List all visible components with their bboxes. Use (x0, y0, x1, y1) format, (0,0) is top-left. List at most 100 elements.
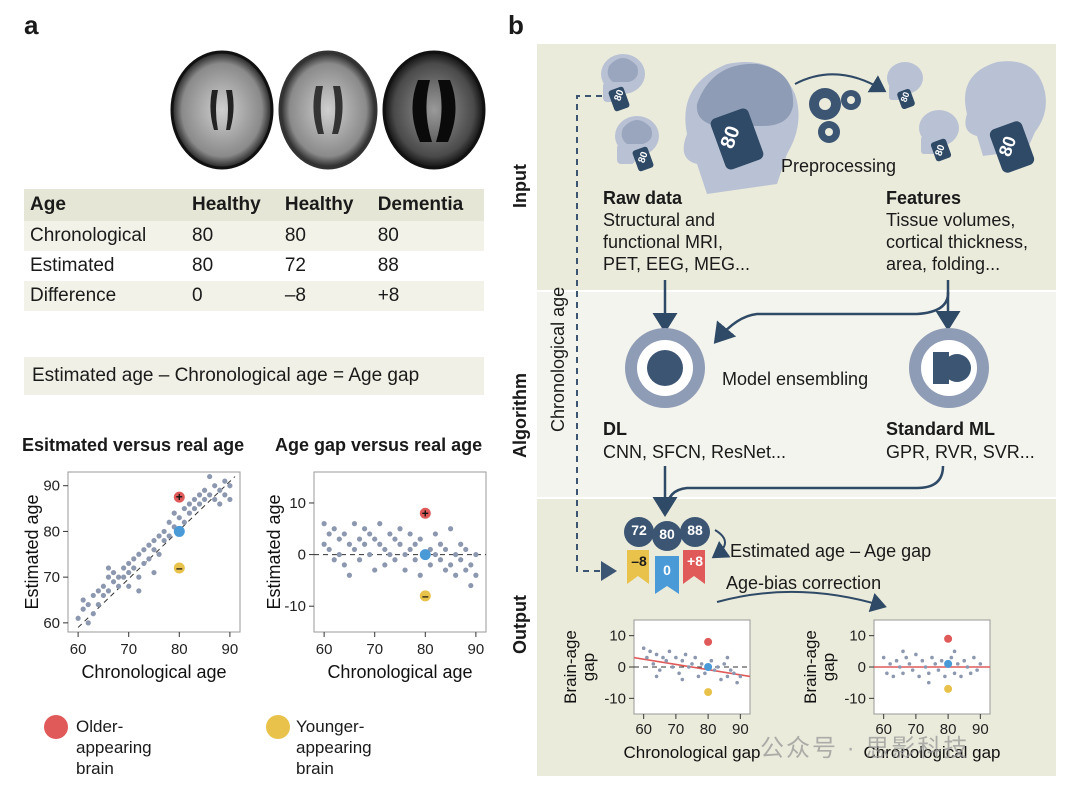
y-axis-label: Estimated age (22, 494, 42, 609)
x-tick-label: 80 (940, 721, 957, 738)
y-tick-label: -10 (604, 690, 626, 707)
data-point (377, 521, 383, 527)
data-point (367, 551, 373, 558)
data-point (437, 557, 444, 563)
data-point (321, 521, 327, 527)
ml-gear-icon (909, 328, 989, 408)
table-cell: Difference (30, 285, 117, 306)
data-point (897, 665, 902, 669)
head-icon-features-2 (919, 110, 959, 162)
table-header: Healthy (284, 194, 354, 215)
y-axis-label: Estimated age (264, 494, 284, 609)
data-point (901, 649, 905, 654)
watermark: 公众号 · 思影科技 (760, 735, 970, 762)
data-point (432, 531, 439, 537)
data-point (90, 592, 96, 599)
highlight-point (944, 659, 953, 668)
data-point (207, 492, 213, 498)
highlight-point (173, 491, 185, 503)
data-point (136, 551, 142, 557)
data-point (412, 557, 418, 563)
x-tick-label: 90 (732, 721, 749, 738)
data-point (654, 674, 659, 679)
data-point (923, 665, 928, 669)
data-point (661, 655, 665, 660)
data-point (387, 531, 393, 537)
chronological-age-connector (576, 95, 617, 581)
y-axis-label: gap (819, 653, 838, 681)
data-point (351, 546, 358, 553)
data-point (75, 615, 81, 621)
x-tick-label: 60 (316, 641, 333, 658)
data-point (100, 592, 107, 599)
younger-legend-label: Younger- appearing brain (296, 717, 372, 778)
data-point (894, 658, 899, 663)
tag-estimated-80: 80 (659, 526, 675, 542)
data-point (657, 668, 662, 672)
age-bias-correction-label: Age-bias correction (726, 573, 882, 593)
data-point (891, 674, 896, 679)
x-tick-label: 60 (635, 721, 652, 738)
data-point (952, 649, 957, 654)
data-point (468, 562, 474, 568)
tag-gap-minus8: –8 (631, 553, 647, 569)
brain-scan-healthy-2 (278, 50, 378, 170)
data-point (943, 674, 947, 679)
data-point (447, 526, 454, 532)
x-tick-label: 80 (171, 641, 188, 658)
data-point (201, 487, 208, 493)
data-point (346, 572, 353, 578)
age-gap-vs-real-chart: 60 70 80 90 -10 0 10 + – Chronological age Estimat… (264, 471, 487, 682)
data-point (397, 541, 403, 547)
data-point (356, 536, 363, 542)
data-point (680, 658, 685, 663)
age-gap-formula: Estimated age – Chronological age = Age … (24, 357, 484, 395)
input-label: Input (510, 164, 530, 208)
table-cell: 0 (192, 285, 203, 306)
data-point (936, 668, 941, 672)
tag-estimated-88: 88 (687, 522, 703, 538)
data-point (105, 588, 112, 594)
data-point (696, 674, 701, 679)
table-row: Difference 0 –8 +8 (24, 281, 484, 311)
y-tick-label: -10 (284, 598, 306, 615)
data-point (725, 655, 730, 660)
preprocessing-arrow (794, 73, 887, 93)
highlight-point (944, 684, 953, 693)
data-point (136, 574, 142, 580)
head-icon-large (683, 62, 799, 194)
data-point (382, 546, 388, 553)
x-tick-label: 60 (70, 641, 87, 658)
data-point (356, 557, 363, 563)
data-point (670, 665, 675, 669)
highlight-sign: – (422, 589, 429, 603)
data-point (331, 526, 337, 532)
data-point (336, 551, 342, 558)
data-point (674, 655, 678, 660)
y-tick-label: 0 (858, 659, 866, 676)
data-point (904, 655, 909, 660)
data-point (907, 662, 912, 666)
brain-age-gap-before-chart: 60 70 80 90 -10 0 10 Chronological gap Brain-age… (561, 619, 760, 762)
x-axis-label: Chronological age (327, 662, 472, 682)
data-point (151, 569, 157, 576)
data-point (715, 665, 720, 669)
data-point (105, 565, 112, 571)
data-point (126, 560, 132, 567)
data-point (377, 541, 383, 547)
brain-scan-dementia (382, 50, 486, 170)
data-point (458, 557, 464, 563)
data-point (207, 473, 213, 480)
data-point (222, 478, 228, 484)
data-point (392, 536, 398, 542)
data-point (191, 505, 198, 512)
data-point (453, 572, 459, 578)
older-legend-marker (44, 715, 68, 739)
data-point (738, 674, 743, 679)
data-point (437, 541, 444, 547)
data-point (442, 567, 449, 573)
data-point (141, 560, 147, 567)
data-point (212, 496, 218, 503)
standard-ml-text: GPR, RVR, SVR... (886, 442, 1035, 462)
data-point (949, 655, 954, 660)
